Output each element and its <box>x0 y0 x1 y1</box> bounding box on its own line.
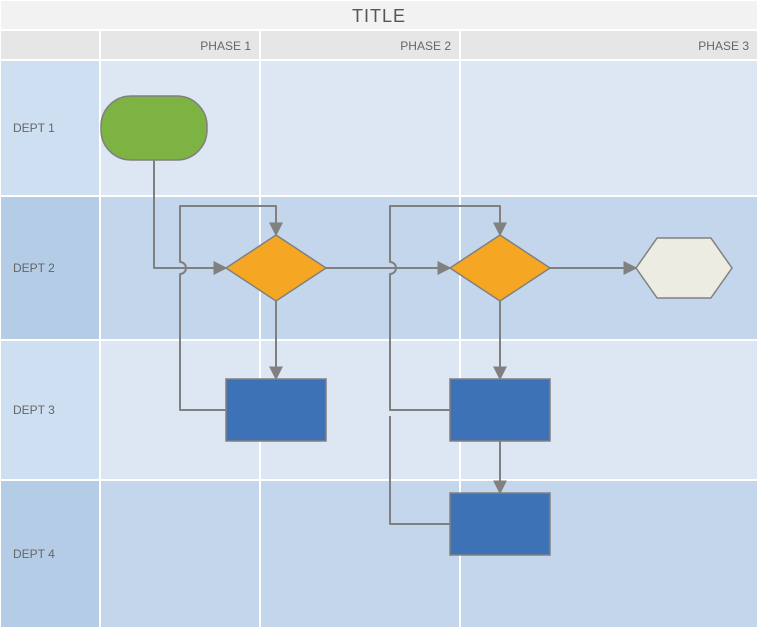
cell-r1-c1 <box>100 196 260 340</box>
row-header-3: DEPT 4 <box>0 480 100 628</box>
col-header-1: PHASE 1 <box>100 30 260 60</box>
cell-r1-c3 <box>460 196 758 340</box>
cell-r3-c1 <box>100 480 260 628</box>
diagram-title: TITLE <box>0 0 758 30</box>
cell-r2-c1 <box>100 340 260 480</box>
cell-r0-c3 <box>460 60 758 196</box>
cell-r0-c1 <box>100 60 260 196</box>
col-header-2: PHASE 2 <box>260 30 460 60</box>
col-header-0 <box>0 30 100 60</box>
cell-r1-c2 <box>260 196 460 340</box>
row-header-1: DEPT 2 <box>0 196 100 340</box>
cell-r0-c2 <box>260 60 460 196</box>
row-header-2: DEPT 3 <box>0 340 100 480</box>
row-header-0: DEPT 1 <box>0 60 100 196</box>
cell-r2-c2 <box>260 340 460 480</box>
col-header-3: PHASE 3 <box>460 30 758 60</box>
cell-r3-c2 <box>260 480 460 628</box>
cell-r3-c3 <box>460 480 758 628</box>
swimlane-diagram: TITLE PHASE 1 PHASE 2 PHASE 3 DEPT 1 DEP… <box>0 0 758 628</box>
cell-r2-c3 <box>460 340 758 480</box>
